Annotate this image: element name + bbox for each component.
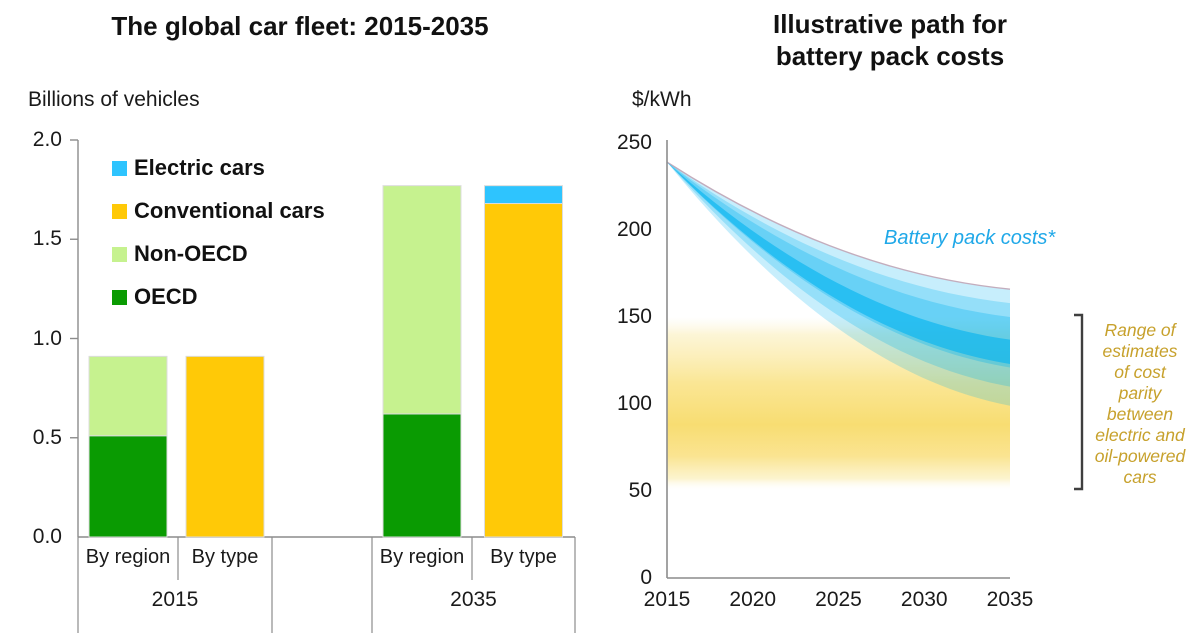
left-y-tick-label: 1.0 bbox=[32, 326, 62, 350]
bar-segment-electric-cars bbox=[484, 185, 563, 205]
right-axis-unit-label: $/kWh bbox=[632, 88, 692, 111]
legend-item-oecd: OECD bbox=[112, 283, 198, 311]
parity-label-line: parity bbox=[1118, 383, 1162, 403]
fan-series-label: Battery pack costs* bbox=[884, 227, 1056, 249]
parity-label-line: electric and bbox=[1095, 425, 1185, 445]
parity-label-line: of cost bbox=[1114, 362, 1166, 382]
bar-segment-conventional-cars bbox=[185, 355, 265, 538]
right-chart-title: Illustrative path for battery pack costs bbox=[640, 8, 1140, 72]
right-y-tick-label: 200 bbox=[616, 218, 652, 241]
right-x-tick-label: 2015 bbox=[643, 588, 691, 611]
bar-category-label: By region bbox=[85, 546, 171, 568]
right-x-tick-label: 2035 bbox=[986, 588, 1034, 611]
bar-segment-conventional-cars bbox=[484, 203, 563, 538]
bar-segment-non-oecd bbox=[88, 355, 168, 437]
fan-band-2 bbox=[667, 162, 1010, 368]
right-y-tick-label: 250 bbox=[616, 131, 652, 154]
legend-item-non-oecd: Non-OECD bbox=[112, 240, 248, 268]
legend-swatch-icon bbox=[112, 289, 127, 305]
bar-segment-oecd bbox=[88, 435, 168, 538]
right-x-tick-label: 2030 bbox=[900, 588, 948, 611]
parity-label-line: Range of bbox=[1104, 320, 1176, 340]
legend-swatch-icon bbox=[112, 160, 127, 176]
bar-segment-oecd bbox=[382, 413, 462, 538]
parity-label-line: estimates bbox=[1102, 341, 1178, 361]
legend-label: OECD bbox=[134, 284, 198, 309]
bar-category-label: By region bbox=[379, 546, 465, 568]
right-chart-title-line2: battery pack costs bbox=[775, 41, 1005, 71]
left-y-tick-label: 0.0 bbox=[32, 525, 62, 548]
parity-label-line: oil-powered bbox=[1094, 446, 1186, 466]
parity-range-label: Range of estimates of cost parity between ele… bbox=[1086, 320, 1194, 488]
parity-label-line: cars bbox=[1123, 467, 1157, 487]
right-x-tick-label: 2025 bbox=[815, 588, 862, 611]
car-fleet-chart-graphics bbox=[70, 139, 576, 633]
legend-item-electric-cars: Electric cars bbox=[112, 154, 265, 182]
fan-top-edge-line bbox=[666, 161, 1011, 290]
bar-category-label: By type bbox=[191, 546, 259, 568]
parity-range-bracket bbox=[1074, 313, 1084, 491]
right-x-tick-label: 2020 bbox=[729, 588, 777, 611]
bar-category-label: By type bbox=[490, 546, 557, 568]
legend-label: Electric cars bbox=[134, 155, 265, 180]
bar-group-label-2035: 2035 bbox=[450, 588, 497, 611]
left-y-tick-label: 0.5 bbox=[32, 425, 62, 449]
legend-swatch-icon bbox=[112, 246, 127, 262]
bar-segment-non-oecd bbox=[382, 185, 462, 415]
battery-cost-chart-graphics bbox=[666, 140, 1084, 579]
legend-item-conventional-cars: Conventional cars bbox=[112, 197, 325, 225]
right-chart-title-line1: Illustrative path for bbox=[772, 9, 1008, 39]
bar-group-label-2015: 2015 bbox=[151, 588, 199, 611]
left-chart-title: The global car fleet: 2015-2035 bbox=[111, 11, 489, 41]
right-y-tick-label: 50 bbox=[628, 479, 652, 502]
right-y-tick-label: 100 bbox=[616, 392, 652, 415]
left-axis-unit-label: Billions of vehicles bbox=[28, 88, 200, 111]
right-y-tick-label: 150 bbox=[616, 305, 652, 328]
legend-label: Conventional cars bbox=[134, 198, 325, 223]
right-y-tick-label: 0 bbox=[640, 566, 652, 589]
fan-band-3 bbox=[667, 162, 1010, 364]
legend-swatch-icon bbox=[112, 203, 127, 219]
parity-label-line: between bbox=[1106, 404, 1174, 424]
left-y-tick-label: 1.5 bbox=[32, 227, 62, 251]
legend-label: Non-OECD bbox=[134, 241, 248, 266]
left-y-tick-label: 2.0 bbox=[32, 128, 62, 151]
